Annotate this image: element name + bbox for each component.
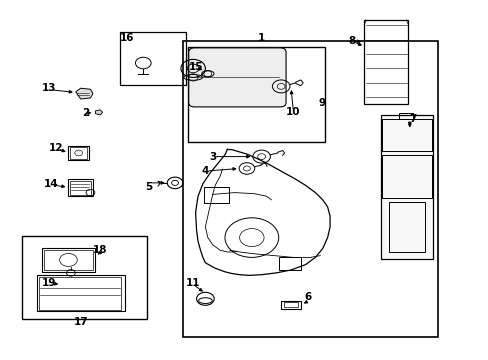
Text: 19: 19	[41, 278, 56, 288]
Text: 13: 13	[41, 83, 56, 93]
Bar	[398, 113, 412, 119]
Bar	[281, 301, 300, 309]
Polygon shape	[76, 88, 93, 99]
Bar	[70, 181, 91, 195]
Text: 17: 17	[73, 317, 88, 327]
Bar	[41, 248, 95, 272]
Polygon shape	[95, 110, 102, 115]
Bar	[284, 302, 297, 307]
Text: 14: 14	[44, 179, 59, 189]
Bar	[183, 41, 437, 337]
Bar	[278, 257, 300, 270]
Text: 9: 9	[318, 98, 325, 108]
Text: 16: 16	[120, 33, 134, 43]
Text: 12: 12	[49, 143, 63, 153]
Text: 6: 6	[304, 292, 311, 302]
Text: 15: 15	[188, 62, 203, 72]
Bar	[364, 20, 407, 104]
Text: 4: 4	[201, 166, 209, 176]
Text: 11: 11	[185, 278, 200, 288]
Bar	[70, 147, 87, 159]
Bar	[388, 202, 425, 252]
Bar	[382, 155, 431, 198]
Bar	[382, 119, 431, 151]
Bar	[68, 146, 89, 160]
Text: 2: 2	[82, 108, 89, 118]
Bar	[37, 275, 124, 311]
Text: 8: 8	[348, 36, 355, 46]
Bar	[68, 179, 93, 196]
Text: 5: 5	[145, 182, 152, 192]
Text: 1: 1	[258, 33, 264, 43]
Bar	[22, 236, 146, 319]
Bar	[44, 250, 93, 270]
Text: 7: 7	[408, 114, 416, 124]
FancyBboxPatch shape	[188, 48, 285, 107]
Bar	[188, 47, 325, 142]
Text: 10: 10	[285, 107, 300, 117]
Bar	[39, 277, 121, 310]
Bar	[381, 115, 432, 259]
Text: 3: 3	[209, 152, 216, 162]
Circle shape	[75, 150, 82, 156]
Text: 18: 18	[93, 245, 107, 255]
Polygon shape	[195, 52, 278, 103]
Bar	[120, 32, 185, 85]
Bar	[204, 187, 228, 203]
